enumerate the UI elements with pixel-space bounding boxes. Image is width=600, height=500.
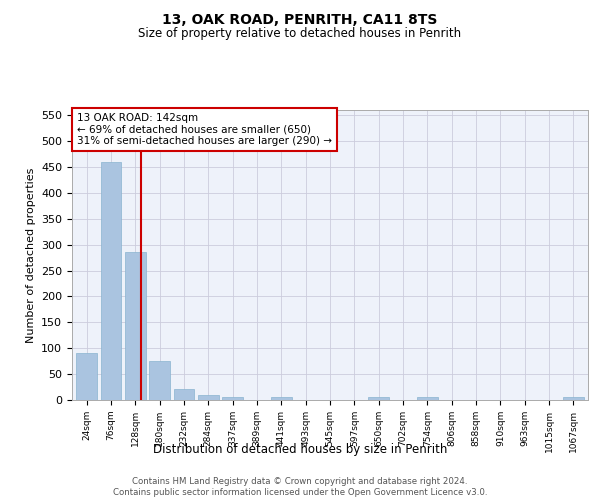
Text: Size of property relative to detached houses in Penrith: Size of property relative to detached ho… [139, 28, 461, 40]
Bar [198, 395, 218, 400]
Text: Contains HM Land Registry data © Crown copyright and database right 2024.
Contai: Contains HM Land Registry data © Crown c… [113, 478, 487, 497]
Bar [149, 361, 170, 400]
Bar [417, 398, 438, 400]
Bar [125, 252, 146, 400]
Bar [222, 397, 243, 400]
Y-axis label: Number of detached properties: Number of detached properties [26, 168, 35, 342]
Bar [76, 354, 97, 400]
Bar [368, 398, 389, 400]
Bar [101, 162, 121, 400]
Bar [271, 398, 292, 400]
Text: 13, OAK ROAD, PENRITH, CA11 8TS: 13, OAK ROAD, PENRITH, CA11 8TS [163, 12, 437, 26]
Text: 13 OAK ROAD: 142sqm
← 69% of detached houses are smaller (650)
31% of semi-detac: 13 OAK ROAD: 142sqm ← 69% of detached ho… [77, 113, 332, 146]
Bar [563, 398, 584, 400]
Bar [173, 388, 194, 400]
Text: Distribution of detached houses by size in Penrith: Distribution of detached houses by size … [153, 442, 447, 456]
